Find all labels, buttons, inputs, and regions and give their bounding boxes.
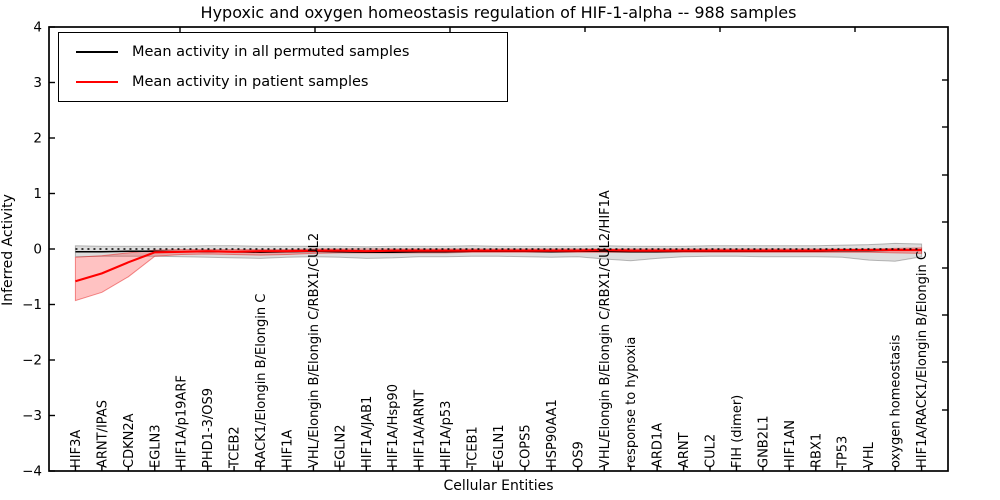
x-axis-label: Cellular Entities bbox=[443, 478, 554, 494]
x-tick-label: COPS5 bbox=[518, 424, 533, 468]
x-tick-label: HIF1A/p19ARF bbox=[175, 375, 190, 468]
y-tick-label: −3 bbox=[22, 408, 42, 424]
x-tick-label: ARNT/IPAS bbox=[95, 400, 110, 468]
y-tick-label: 0 bbox=[33, 242, 42, 258]
patient-mean-line bbox=[75, 249, 922, 283]
x-tick-label: EGLN2 bbox=[333, 424, 348, 468]
x-tick-label: RACK1/Elongin B/Elongin C bbox=[254, 294, 269, 468]
x-tick-label: HIF1A/JAB1 bbox=[360, 396, 375, 468]
x-tick-label: FIH (dimer) bbox=[730, 395, 745, 468]
y-tick-label: 3 bbox=[33, 75, 42, 91]
y-tick-label: 2 bbox=[33, 131, 42, 147]
x-tick-label: TP53 bbox=[836, 436, 851, 469]
x-tick-label: HIF1A/RACK1/Elongin B/Elongin C bbox=[915, 251, 930, 468]
x-tick-label: HIF1A bbox=[281, 430, 296, 468]
legend-item-permuted: Mean activity in all permuted samples bbox=[59, 37, 507, 67]
x-tick-label: ARD1A bbox=[651, 423, 666, 468]
y-tick-label: −2 bbox=[22, 353, 42, 369]
x-tick-label: ARNT bbox=[677, 432, 692, 468]
legend-label-patient: Mean activity in patient samples bbox=[132, 74, 369, 90]
x-tick-label: EGLN3 bbox=[148, 424, 163, 468]
x-tick-label: TCEB1 bbox=[466, 426, 481, 469]
y-tick-label: −4 bbox=[22, 464, 42, 480]
x-tick-label: GNB2L1 bbox=[756, 415, 771, 468]
legend-item-patient: Mean activity in patient samples bbox=[59, 67, 507, 97]
x-tick-label: CUL2 bbox=[704, 434, 719, 468]
x-tick-label: OS9 bbox=[571, 441, 586, 468]
x-tick-label: oxygen homeostasis bbox=[889, 334, 904, 468]
x-tick-label: VHL bbox=[862, 441, 877, 468]
y-tick-label: −1 bbox=[22, 297, 42, 313]
legend-line-patient-icon bbox=[76, 81, 118, 83]
legend: Mean activity in all permuted samples Me… bbox=[58, 32, 508, 102]
x-tick-label: HIF1A/ARNT bbox=[413, 390, 428, 468]
x-tick-label: HIF3A bbox=[69, 430, 84, 468]
x-tick-label: VHL/Elongin B/Elongin C/RBX1/CUL2 bbox=[307, 233, 322, 468]
x-tick-label: HIF1AN bbox=[783, 420, 798, 468]
x-tick-label: RBX1 bbox=[809, 433, 824, 468]
x-tick-label: TCEB2 bbox=[228, 426, 243, 469]
x-tick-label: response to hypoxia bbox=[624, 337, 639, 468]
chart-title: Hypoxic and oxygen homeostasis regulatio… bbox=[200, 3, 797, 22]
x-tick-label: PHD1-3/OS9 bbox=[201, 388, 216, 468]
y-tick-label: 4 bbox=[33, 20, 42, 36]
legend-line-permuted-icon bbox=[76, 51, 118, 53]
x-tick-label: VHL/Elongin B/Elongin C/RBX1/CUL2/HIF1A bbox=[598, 190, 613, 468]
x-tick-label: HIF1A/Hsp90 bbox=[386, 384, 401, 468]
legend-label-permuted: Mean activity in all permuted samples bbox=[132, 44, 410, 60]
y-tick-label: 1 bbox=[33, 186, 42, 202]
x-tick-label: EGLN1 bbox=[492, 424, 507, 468]
x-tick-label: HIF1A/p53 bbox=[439, 401, 454, 468]
x-tick-label: HSP90AA1 bbox=[545, 399, 560, 468]
x-tick-label: CDKN2A bbox=[122, 413, 137, 468]
